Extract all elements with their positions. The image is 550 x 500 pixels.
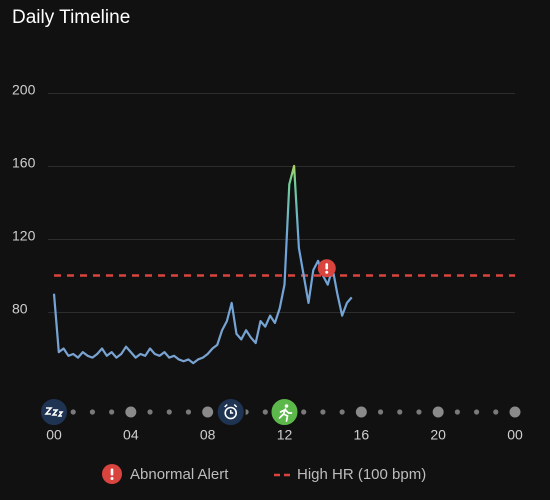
event-icon bbox=[269, 397, 300, 427]
alarm-icon bbox=[224, 406, 238, 420]
hour-dot bbox=[339, 409, 345, 415]
x-tick-dot bbox=[202, 406, 214, 418]
alarm-hands bbox=[224, 403, 238, 414]
alert-marker bbox=[102, 464, 122, 484]
hour-dot bbox=[320, 409, 326, 415]
legend-label: Abnormal Alert bbox=[130, 466, 229, 483]
hour-dot bbox=[89, 409, 96, 415]
hour-dot bbox=[301, 409, 307, 415]
event-bg bbox=[39, 397, 69, 427]
alert-dot bbox=[325, 270, 329, 274]
hour-dot bbox=[493, 409, 499, 415]
y-tick-label: 200 bbox=[12, 82, 36, 98]
chart-title: Daily Timeline bbox=[12, 7, 130, 28]
x-tick-dot bbox=[509, 406, 521, 418]
run-body bbox=[278, 408, 293, 422]
alert-bang bbox=[110, 468, 114, 476]
x-tick-label: 08 bbox=[200, 427, 216, 443]
x-tick-dot bbox=[355, 406, 367, 418]
hour-dot bbox=[185, 409, 192, 415]
event-icon bbox=[39, 397, 69, 427]
run-head bbox=[284, 404, 289, 408]
alert-dot bbox=[110, 477, 114, 480]
y-tick-label: 120 bbox=[12, 228, 36, 244]
heart-rate-line bbox=[52, 164, 353, 365]
y-tick-label: 80 bbox=[12, 301, 28, 317]
event-icon bbox=[215, 397, 246, 427]
hour-dot bbox=[416, 409, 422, 415]
hour-dot bbox=[262, 409, 268, 415]
legend-label: High HR (100 bpm) bbox=[297, 466, 426, 483]
x-tick-label: 00 bbox=[507, 427, 523, 443]
alert-bang bbox=[325, 263, 329, 270]
hour-dot bbox=[473, 409, 480, 415]
hour-dot bbox=[109, 409, 115, 415]
alert-marker bbox=[317, 259, 336, 278]
x-tick-label: 00 bbox=[46, 427, 62, 443]
x-tick-label: 04 bbox=[123, 427, 139, 443]
hour-dot bbox=[166, 409, 172, 415]
x-tick-dot bbox=[125, 406, 137, 418]
y-tick-label: 160 bbox=[12, 155, 36, 171]
hour-dot bbox=[454, 409, 460, 415]
x-tick-label: 16 bbox=[354, 427, 370, 443]
sleep-icon bbox=[44, 407, 64, 417]
x-tick-label: 20 bbox=[430, 427, 446, 443]
hour-dot bbox=[377, 409, 384, 415]
x-tick-label: 12 bbox=[277, 427, 293, 443]
hour-dot bbox=[397, 409, 403, 415]
hour-dot bbox=[70, 409, 76, 415]
hour-dot bbox=[147, 409, 153, 415]
x-tick-dot bbox=[432, 406, 444, 418]
